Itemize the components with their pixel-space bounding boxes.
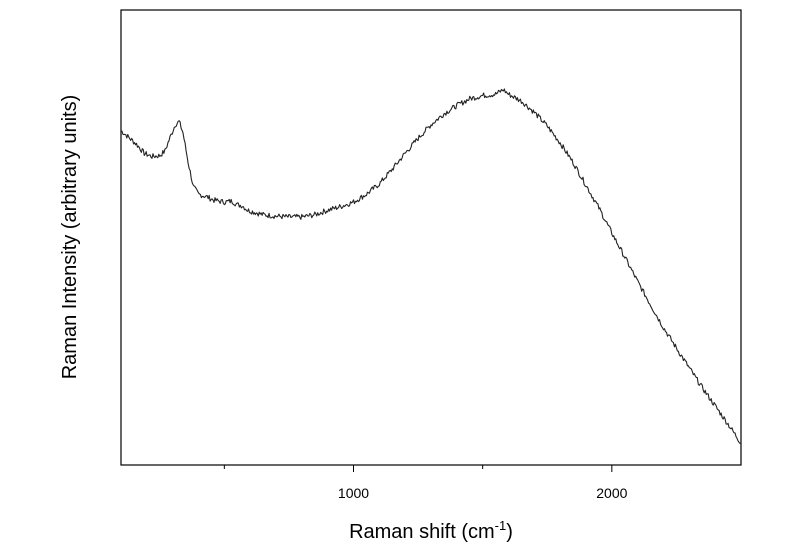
y-axis-title: Raman Intensity (arbitrary units)	[59, 95, 81, 380]
x-axis-title: Raman shift (cm-1)	[349, 518, 513, 543]
x-tick-label-2000: 2000	[596, 485, 627, 501]
plot-area-frame	[120, 9, 742, 466]
x-tick-label-1000: 1000	[338, 485, 369, 501]
x-axis-ticks: 1000 2000	[223, 465, 628, 501]
x-axis-title-superscript: -1	[495, 518, 507, 533]
x-axis-title-main: Raman shift (cm	[349, 521, 495, 543]
x-axis-title-suffix: )	[506, 521, 513, 543]
spectrum-line-0	[120, 88, 742, 444]
series-layer	[120, 88, 742, 444]
